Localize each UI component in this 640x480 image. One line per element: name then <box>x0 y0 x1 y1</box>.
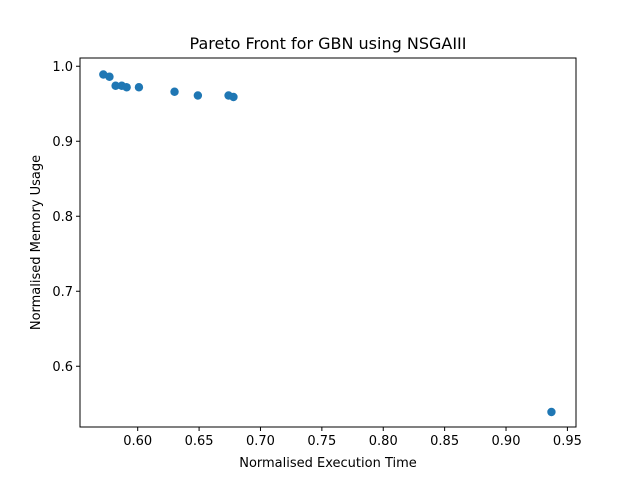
x-tick-label: 0.95 <box>553 434 582 449</box>
y-tick-label: 1.0 <box>52 60 73 75</box>
x-tick-label: 0.60 <box>123 434 152 449</box>
chart-title: Pareto Front for GBN using NSGAIII <box>190 34 467 53</box>
data-points <box>99 70 556 417</box>
y-axis-ticks: 0.6 0.7 0.8 0.9 1.0 <box>52 60 80 375</box>
data-point <box>170 87 179 96</box>
y-axis-label: Normalised Memory Usage <box>29 155 44 330</box>
y-tick-label: 0.8 <box>52 210 73 225</box>
data-point <box>111 81 120 90</box>
y-tick-label: 0.9 <box>52 135 73 150</box>
data-point <box>229 92 238 102</box>
y-tick-label: 0.7 <box>52 285 73 300</box>
x-axis-label: Normalised Execution Time <box>239 456 417 471</box>
x-tick-label: 0.70 <box>246 434 275 449</box>
x-axis-ticks: 0.60 0.65 0.70 0.75 0.80 0.85 0.90 0.95 <box>123 427 582 449</box>
data-point <box>193 91 203 100</box>
data-point <box>547 407 556 417</box>
plot-area-frame <box>79 57 577 428</box>
data-point <box>134 83 144 92</box>
x-tick-label: 0.65 <box>185 434 214 449</box>
x-tick-label: 0.90 <box>492 434 521 449</box>
data-point <box>122 83 131 92</box>
data-point <box>105 72 114 81</box>
x-tick-label: 0.80 <box>369 434 398 449</box>
x-tick-label: 0.85 <box>430 434 459 449</box>
x-tick-label: 0.75 <box>307 434 336 449</box>
y-tick-label: 0.6 <box>52 360 73 375</box>
